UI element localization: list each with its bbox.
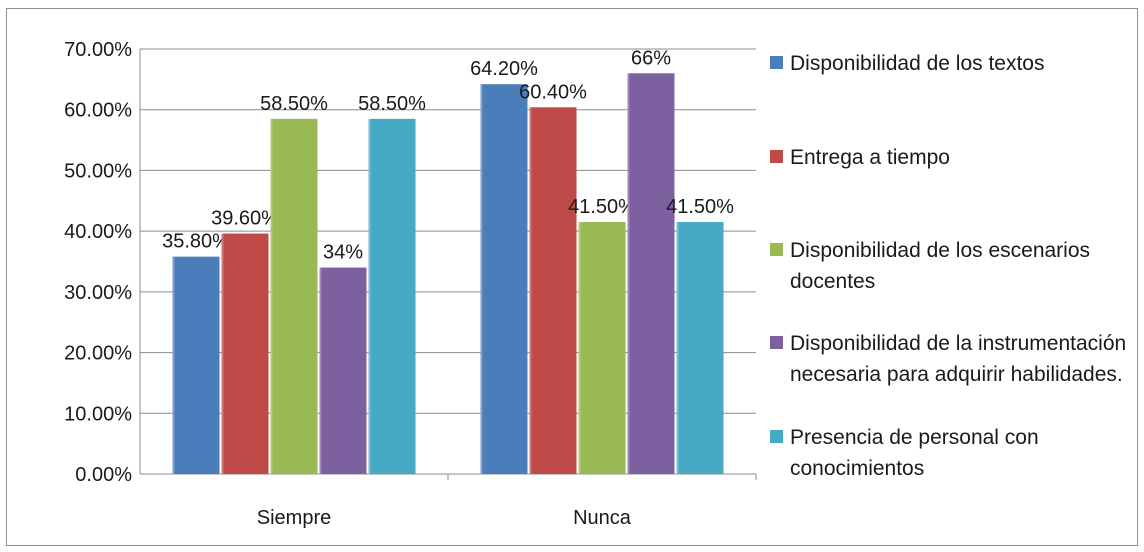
y-tick-label: 40.00% [64, 221, 132, 243]
data-label: 60.40% [519, 81, 587, 103]
data-label: 58.50% [260, 93, 328, 115]
legend-swatch [770, 430, 783, 443]
y-tick-label: 30.00% [64, 282, 132, 304]
legend-label: Disponibilidad de los escenarios docente… [790, 239, 1091, 293]
data-label: 34% [323, 242, 363, 264]
bar [529, 107, 577, 475]
y-tick-label: 20.00% [64, 343, 132, 365]
legend-label: Disponibilidad de la instrumentación nec… [790, 332, 1127, 386]
bar [578, 222, 626, 474]
x-tick-label: Siempre [257, 507, 331, 529]
bar-highlight [270, 118, 273, 475]
bar [172, 256, 220, 474]
legend-label: Disponibilidad de los textos [790, 52, 1045, 75]
legend-swatch [770, 336, 783, 349]
bar-highlight [480, 84, 483, 474]
bar-highlight [368, 118, 371, 475]
data-label: 35.80% [162, 231, 230, 253]
data-label: 66% [631, 47, 671, 69]
y-tick-label: 60.00% [64, 100, 132, 122]
y-tick-label: 0.00% [75, 464, 132, 486]
bar-highlight [319, 267, 322, 474]
data-label: 64.20% [470, 58, 538, 80]
legend-item-instrumentacion: Disponibilidad de la instrumentación nec… [770, 328, 1130, 390]
bar-highlight [529, 107, 532, 475]
y-tick-label: 10.00% [64, 403, 132, 425]
legend-swatch [770, 243, 783, 256]
data-label: 41.50% [568, 196, 636, 218]
legend-label: Entrega a tiempo [790, 146, 950, 169]
bar [221, 233, 269, 474]
bar-highlight [221, 233, 224, 474]
legend-item-personal: Presencia de personal con conocimientos [770, 422, 1090, 484]
bar [480, 84, 528, 474]
legend-swatch [770, 150, 783, 163]
data-label: 41.50% [666, 196, 734, 218]
bar-highlight [627, 73, 630, 475]
y-tick-label: 70.00% [64, 39, 132, 61]
bar [319, 267, 367, 474]
bar [368, 118, 416, 475]
y-tick-label: 50.00% [64, 160, 132, 182]
bar [270, 118, 318, 475]
legend-item-entrega: Entrega a tiempo [770, 142, 1140, 173]
data-label: 58.50% [358, 93, 426, 115]
legend-item-textos: Disponibilidad de los textos [770, 48, 1140, 79]
legend-swatch [770, 56, 783, 69]
legend-label: Presencia de personal con conocimientos [790, 426, 1039, 480]
bar-highlight [172, 256, 175, 474]
bar [627, 73, 675, 475]
bar-highlight [676, 222, 679, 474]
bar-highlight [578, 222, 581, 474]
bar [676, 222, 724, 474]
legend-item-escenarios: Disponibilidad de los escenarios docente… [770, 235, 1135, 297]
data-label: 39.60% [211, 208, 279, 230]
x-tick-label: Nunca [573, 507, 632, 529]
